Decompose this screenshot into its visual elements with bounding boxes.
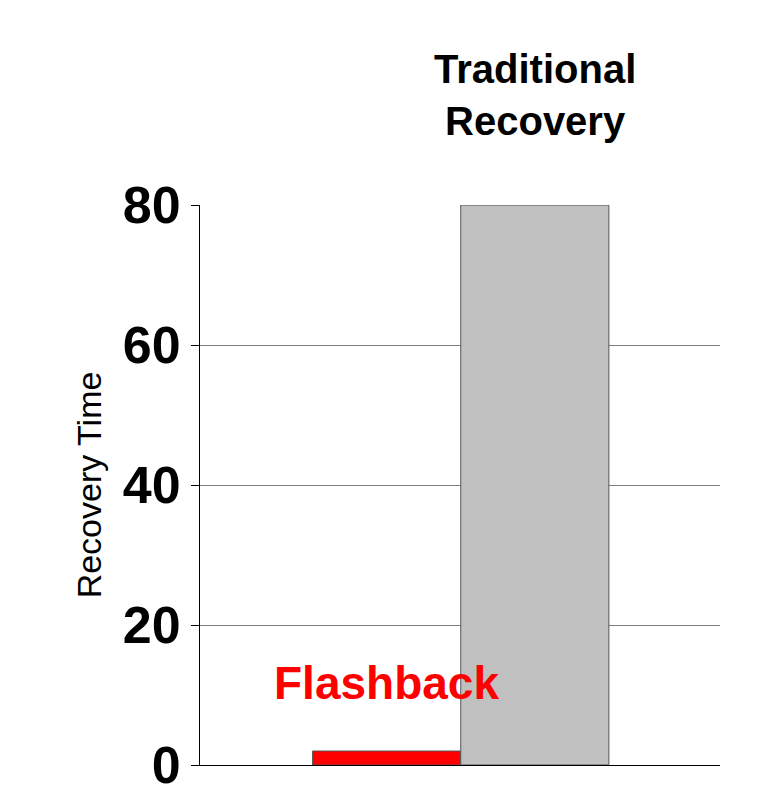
svg-text:40: 40 (123, 456, 181, 514)
svg-text:0: 0 (152, 736, 181, 794)
svg-text:60: 60 (123, 316, 181, 374)
svg-text:80: 80 (123, 176, 181, 234)
svg-text:TraditionalRecovery: TraditionalRecovery (434, 47, 636, 143)
svg-text:20: 20 (123, 596, 181, 654)
svg-text:Recovery Time: Recovery Time (70, 372, 108, 599)
svg-text:Flashback: Flashback (274, 657, 499, 709)
